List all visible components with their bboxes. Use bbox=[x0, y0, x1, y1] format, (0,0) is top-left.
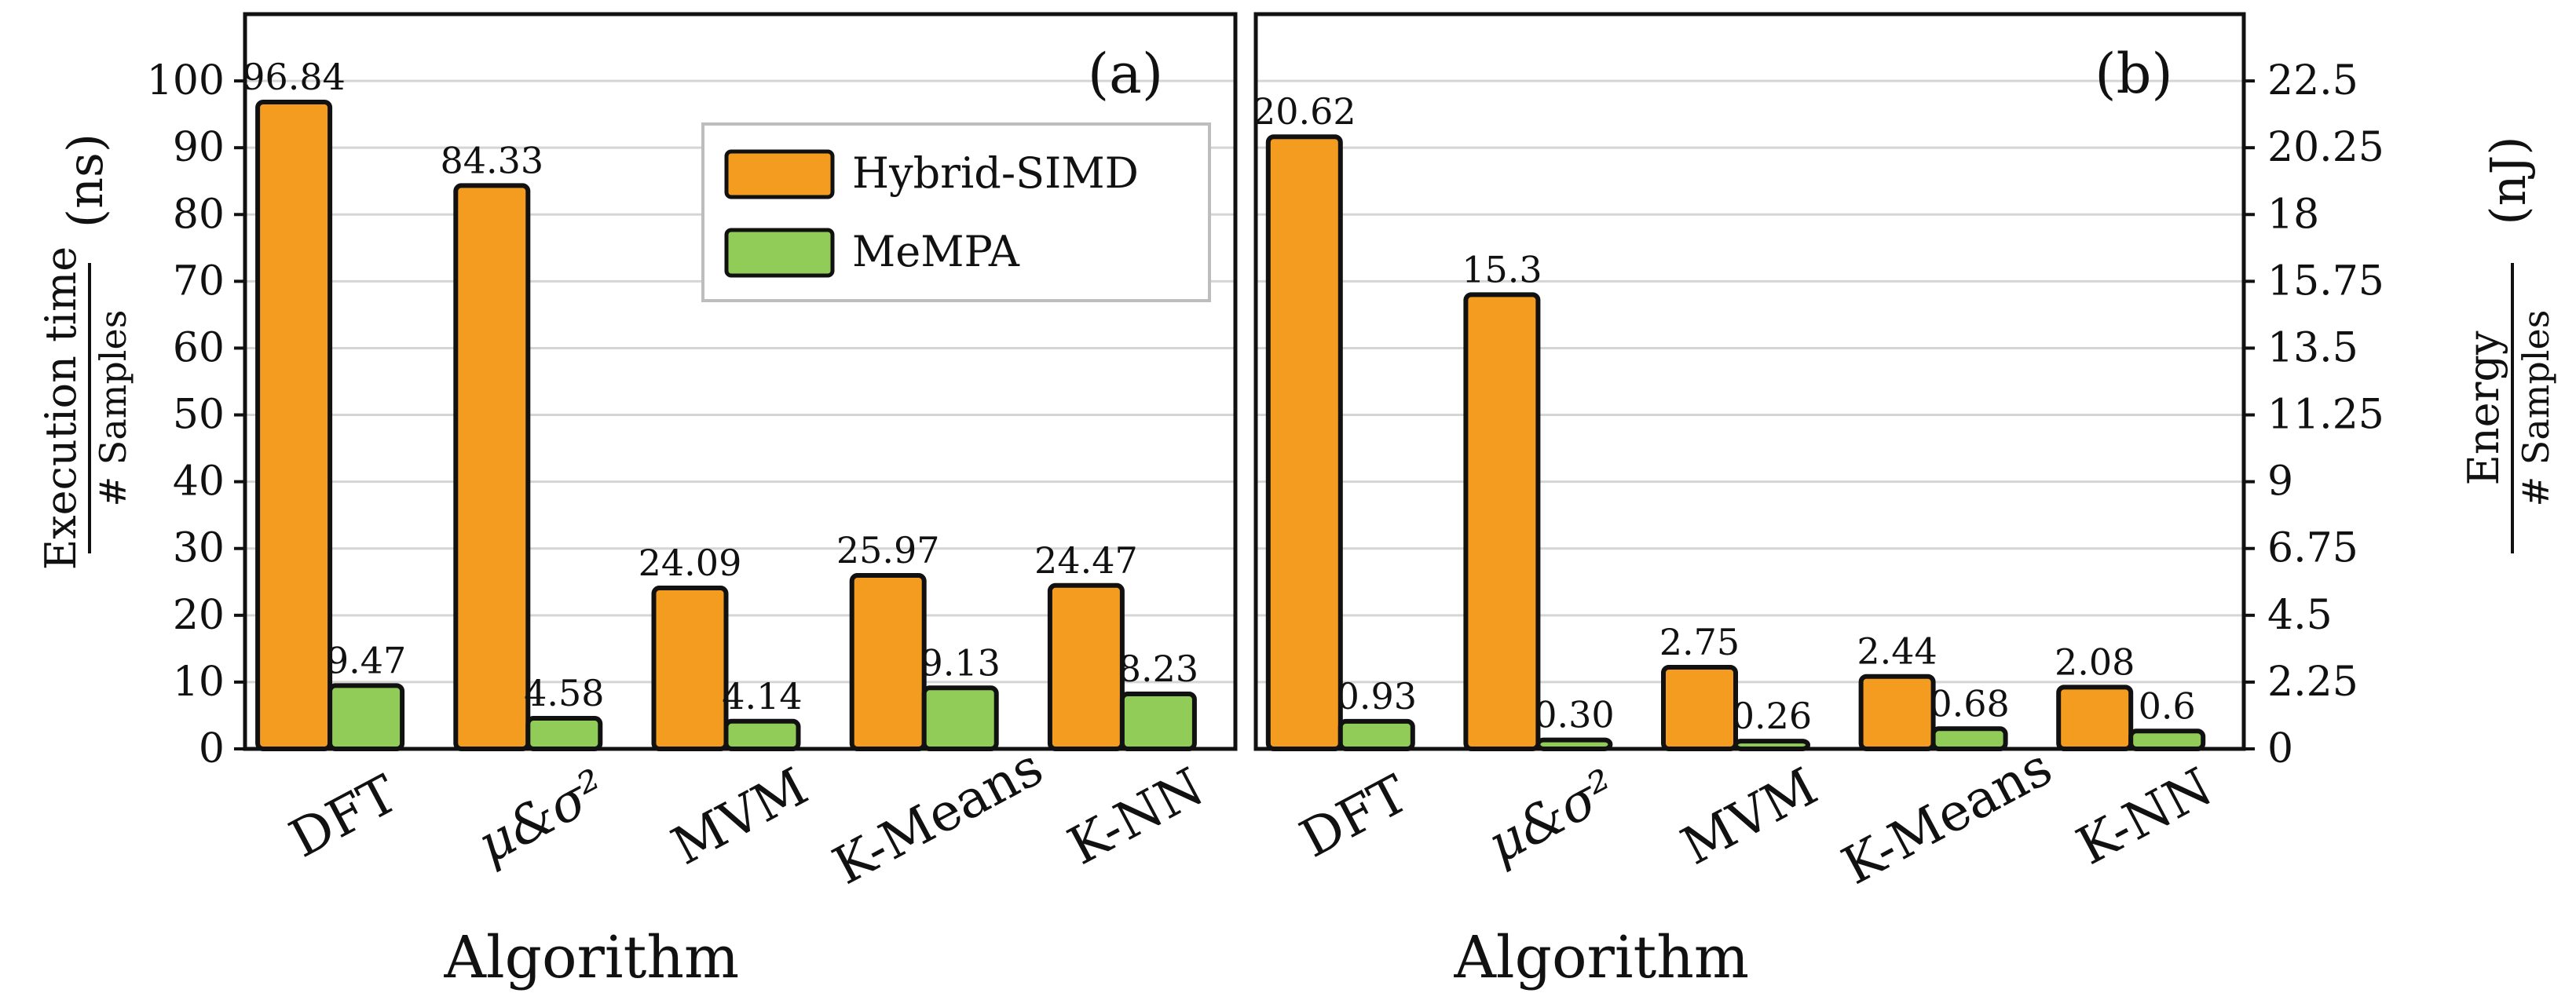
x-tick-label: MVM bbox=[662, 756, 818, 877]
bar-hybrid-simd bbox=[1858, 674, 1936, 751]
x-tick-label: K-NN bbox=[1059, 756, 1213, 877]
bar-hybrid-simd bbox=[849, 573, 927, 752]
y-tick-label: 18 bbox=[2267, 191, 2319, 238]
panel-b: 20.62 15.3 2.75 2.44 2.08 0.93 0.30 0.26 0.68 0.6… bbox=[1253, 12, 2557, 991]
y-axis-title-numerator: Energy bbox=[2459, 330, 2508, 486]
x-tick-label: K-NN bbox=[2067, 756, 2222, 877]
bar-mempa bbox=[525, 716, 603, 752]
bar-hybrid-simd bbox=[2056, 685, 2134, 752]
value-label-hybrid-simd: 96.84 bbox=[242, 56, 346, 98]
value-label-mempa: 0.30 bbox=[1534, 694, 1614, 736]
bar-hybrid-simd bbox=[651, 586, 729, 751]
y-tick-label: 20 bbox=[173, 592, 225, 639]
y-tick-label: 11.25 bbox=[2267, 392, 2384, 439]
y-tick-label: 15.75 bbox=[2267, 257, 2384, 305]
bar-hybrid-simd bbox=[1661, 665, 1738, 751]
value-label-hybrid-simd: 20.62 bbox=[1253, 90, 1356, 133]
x-tick-label: DFT bbox=[1290, 764, 1418, 870]
value-label-mempa: 4.14 bbox=[722, 675, 802, 717]
y-tick-label: 90 bbox=[173, 124, 225, 171]
panel-label: (b) bbox=[2095, 42, 2172, 106]
y-tick-label: 100 bbox=[147, 57, 225, 104]
bar-hybrid-simd bbox=[1265, 134, 1343, 751]
y-tick-label: 2.25 bbox=[2267, 659, 2358, 706]
y-tick-label: 60 bbox=[173, 324, 225, 371]
x-tick-label: K-Means bbox=[823, 736, 1052, 896]
bar-mempa bbox=[2128, 728, 2206, 751]
x-tick-label: μ&σ² bbox=[467, 758, 616, 874]
y-axis-title-denominator: # Samples bbox=[2515, 310, 2557, 507]
value-label-mempa: 0.68 bbox=[1929, 682, 2009, 725]
value-label-mempa: 8.23 bbox=[1118, 648, 1198, 690]
value-label-hybrid-simd: 24.09 bbox=[639, 542, 742, 584]
y-axis-title: Energy # Samples (nJ) bbox=[2459, 136, 2557, 553]
y-axis-title-unit: (ns) bbox=[57, 133, 114, 228]
bar-mempa bbox=[723, 718, 801, 751]
y-axis-title-numerator: Execution time bbox=[36, 246, 86, 570]
y-tick-label: 9 bbox=[2267, 458, 2293, 506]
y-tick-label: 70 bbox=[173, 257, 225, 305]
y-tick-label: 50 bbox=[173, 392, 225, 439]
legend-swatch-mempa bbox=[724, 228, 835, 278]
value-label-mempa: 0.93 bbox=[1337, 675, 1417, 717]
y-tick-label: 30 bbox=[173, 525, 225, 572]
bar-hybrid-simd bbox=[255, 99, 333, 752]
value-label-hybrid-simd: 2.44 bbox=[1857, 630, 1937, 673]
y-tick-label: 0 bbox=[2267, 725, 2293, 772]
x-axis-title: Algorithm bbox=[444, 924, 740, 991]
value-label-mempa: 9.47 bbox=[326, 639, 406, 681]
legend-label-mempa: MeMPA bbox=[852, 227, 1020, 276]
x-tick-label: MVM bbox=[1672, 756, 1828, 877]
y-axis-title-denominator: # Samples bbox=[92, 310, 134, 507]
value-label-mempa: 4.58 bbox=[524, 672, 604, 714]
legend-label-hybrid-simd: Hybrid-SIMD bbox=[852, 148, 1139, 198]
y-tick-label: 80 bbox=[173, 191, 225, 238]
bar-hybrid-simd bbox=[1463, 292, 1541, 751]
x-tick-label: K-Means bbox=[1832, 736, 2061, 896]
bar-hybrid-simd bbox=[453, 183, 531, 752]
plot-frame bbox=[243, 12, 1238, 751]
bar-mempa bbox=[1119, 691, 1197, 751]
value-label-mempa: 0.26 bbox=[1732, 695, 1812, 737]
bar-mempa bbox=[1337, 718, 1415, 752]
bar-mempa bbox=[1930, 726, 2008, 751]
value-label-hybrid-simd: 84.33 bbox=[440, 139, 543, 181]
y-tick-label: 22.5 bbox=[2267, 57, 2358, 104]
y-tick-label: 0 bbox=[199, 725, 225, 772]
bar-hybrid-simd bbox=[1047, 582, 1125, 751]
x-tick-label: μ&σ² bbox=[1477, 758, 1626, 874]
x-tick-label: DFT bbox=[280, 764, 407, 870]
y-axis-title-unit: (nJ) bbox=[2479, 136, 2537, 225]
y-axis-title: Execution time # Samples (ns) bbox=[36, 133, 134, 570]
value-label-hybrid-simd: 24.47 bbox=[1034, 539, 1138, 582]
value-label-hybrid-simd: 2.08 bbox=[2055, 641, 2135, 683]
bar-mempa bbox=[327, 683, 405, 751]
y-tick-label: 4.5 bbox=[2267, 592, 2333, 639]
y-tick-label: 40 bbox=[173, 458, 225, 506]
panel-label: (a) bbox=[1088, 42, 1163, 106]
x-axis-title: Algorithm bbox=[1453, 924, 1749, 991]
y-tick-label: 6.75 bbox=[2267, 525, 2358, 572]
value-label-hybrid-simd: 2.75 bbox=[1659, 621, 1740, 663]
y-tick-label: 20.25 bbox=[2267, 124, 2384, 171]
value-label-hybrid-simd: 15.3 bbox=[1462, 248, 1542, 290]
plot-frame bbox=[1253, 12, 2246, 751]
value-label-mempa: 0.6 bbox=[2139, 685, 2196, 727]
y-tick-label: 10 bbox=[173, 659, 225, 706]
bar-mempa bbox=[921, 685, 999, 752]
legend-swatch-hybrid-simd bbox=[724, 149, 835, 199]
value-label-hybrid-simd: 25.97 bbox=[836, 529, 940, 571]
value-label-mempa: 9.13 bbox=[920, 641, 1000, 684]
y-tick-label: 13.5 bbox=[2267, 324, 2358, 371]
panel-a: 96.84 84.33 24.09 25.97 24.47 9.47 4.58 4.14 9.1… bbox=[36, 12, 1238, 991]
